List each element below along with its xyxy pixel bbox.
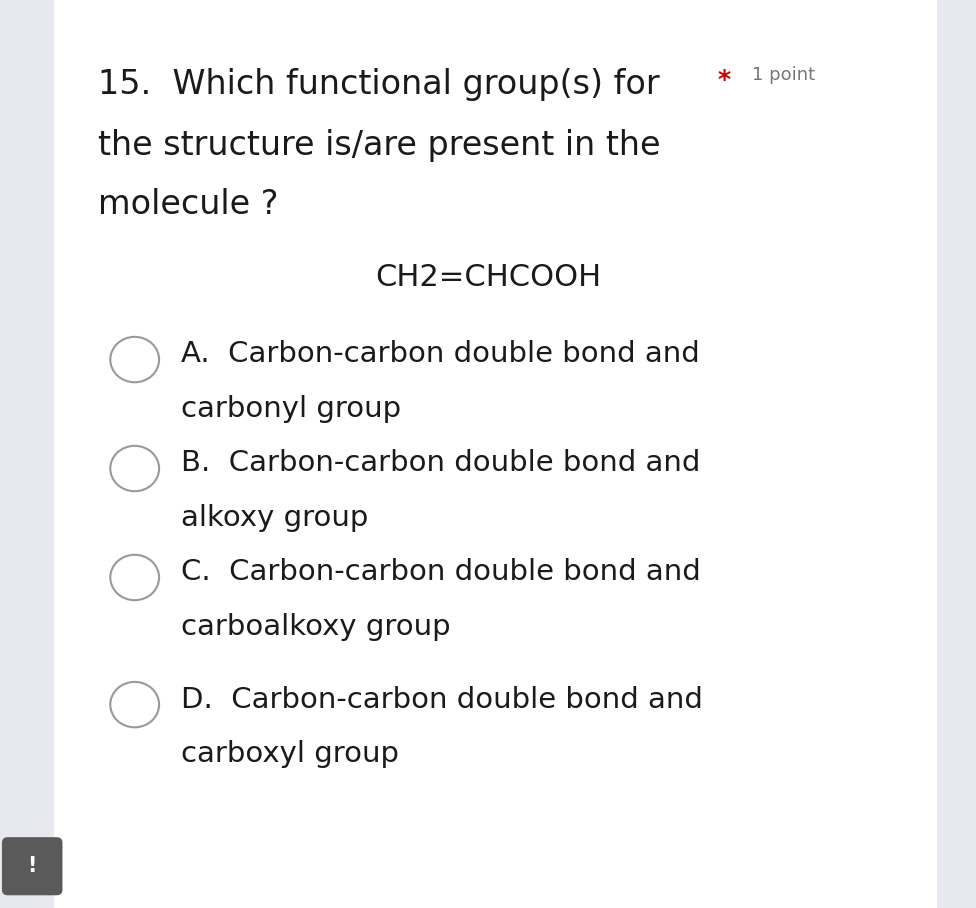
Text: B.  Carbon-carbon double bond and: B. Carbon-carbon double bond and <box>181 449 700 478</box>
Text: 1 point: 1 point <box>752 66 815 84</box>
Text: CH2=CHCOOH: CH2=CHCOOH <box>375 263 601 292</box>
Text: A.  Carbon-carbon double bond and: A. Carbon-carbon double bond and <box>181 340 700 369</box>
Text: C.  Carbon-carbon double bond and: C. Carbon-carbon double bond and <box>181 558 701 587</box>
Text: carboxyl group: carboxyl group <box>181 740 398 768</box>
Text: *: * <box>717 68 730 92</box>
Text: D.  Carbon-carbon double bond and: D. Carbon-carbon double bond and <box>181 686 703 714</box>
Text: the structure is/are present in the: the structure is/are present in the <box>98 129 660 162</box>
FancyBboxPatch shape <box>937 0 976 908</box>
Text: carbonyl group: carbonyl group <box>181 395 401 423</box>
Text: 15.  Which functional group(s) for: 15. Which functional group(s) for <box>98 68 659 101</box>
Text: !: ! <box>27 856 37 876</box>
FancyBboxPatch shape <box>2 837 62 895</box>
Text: molecule ?: molecule ? <box>98 188 278 221</box>
Text: alkoxy group: alkoxy group <box>181 504 368 532</box>
FancyBboxPatch shape <box>0 0 54 908</box>
Text: carboalkoxy group: carboalkoxy group <box>181 613 450 641</box>
